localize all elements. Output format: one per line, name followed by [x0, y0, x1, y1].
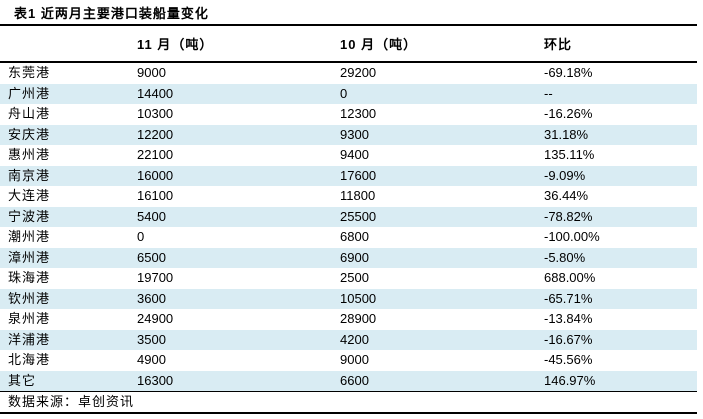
- port-name-cell: 惠州港: [8, 147, 51, 162]
- mom-change-cell: 146.97%: [544, 372, 596, 388]
- october-value-cell: 28900: [340, 311, 377, 326]
- ports-table: 11 月（吨） 10 月（吨） 环比 东莞港 9000 29200 -69.18% 广州…: [0, 26, 697, 391]
- mom-change-cell: -9.09%: [544, 167, 586, 183]
- november-value-cell: 10300: [137, 106, 174, 121]
- port-name-cell: 宁波港: [8, 208, 51, 224]
- mom-change-cell: -5.80%: [544, 249, 586, 265]
- mom-change-cell: --: [544, 85, 553, 101]
- mom-change-cell: 135.11%: [544, 147, 595, 162]
- mom-change-cell: -78.82%: [544, 208, 593, 224]
- november-value-cell: 9000: [137, 65, 166, 80]
- november-value-cell: 16000: [137, 167, 174, 183]
- header-november-tons: 11 月（吨）: [137, 26, 340, 63]
- table-row: 惠州港 22100 9400 135.11%: [0, 145, 697, 166]
- table-row: 宁波港 5400 25500 -78.82%: [0, 206, 697, 227]
- port-name-cell: 广州港: [8, 85, 51, 101]
- november-value-cell: 6500: [137, 249, 166, 265]
- november-value-cell: 16100: [137, 188, 174, 203]
- october-value-cell: 9300: [340, 126, 369, 142]
- november-value-cell: 14400: [137, 85, 174, 101]
- header-month-over-month: 环比: [544, 26, 697, 63]
- mom-change-cell: -13.84%: [544, 311, 593, 326]
- november-value-cell: 5400: [137, 208, 166, 224]
- october-value-cell: 29200: [340, 65, 377, 80]
- table-row: 大连港 16100 11800 36.44%: [0, 186, 697, 207]
- november-value-cell: 24900: [137, 311, 174, 326]
- october-value-cell: 0: [340, 85, 348, 101]
- table-row: 北海港 4900 9000 -45.56%: [0, 350, 697, 371]
- table-row: 泉州港 24900 28900 -13.84%: [0, 309, 697, 330]
- table-title: 表1 近两月主要港口装船量变化: [0, 0, 697, 26]
- port-name-cell: 东莞港: [8, 65, 51, 80]
- november-value-cell: 19700: [137, 270, 174, 285]
- october-value-cell: 2500: [340, 270, 369, 285]
- table-row: 珠海港 19700 2500 688.00%: [0, 268, 697, 289]
- october-value-cell: 4200: [340, 331, 369, 347]
- november-value-cell: 0: [137, 229, 145, 244]
- october-value-cell: 10500: [340, 290, 377, 306]
- ports-table-container: 表1 近两月主要港口装船量变化 11 月（吨） 10 月（吨） 环比 东莞港 90…: [0, 0, 697, 414]
- port-name-cell: 大连港: [8, 188, 51, 203]
- october-value-cell: 25500: [340, 208, 377, 224]
- november-value-cell: 22100: [137, 147, 174, 162]
- table-row: 安庆港 12200 9300 31.18%: [0, 124, 697, 145]
- november-value-cell: 12200: [137, 126, 174, 142]
- november-value-cell: 16300: [137, 372, 174, 388]
- table-row: 漳州港 6500 6900 -5.80%: [0, 247, 697, 268]
- october-value-cell: 17600: [340, 167, 377, 183]
- november-value-cell: 4900: [137, 352, 166, 367]
- table-row: 广州港 14400 0 --: [0, 83, 697, 104]
- mom-change-cell: -69.18%: [544, 65, 593, 80]
- port-name-cell: 南京港: [8, 167, 51, 183]
- table-header: 11 月（吨） 10 月（吨） 环比: [0, 26, 697, 63]
- mom-change-cell: -45.56%: [544, 352, 593, 367]
- port-name-cell: 珠海港: [8, 270, 51, 285]
- mom-change-cell: -65.71%: [544, 290, 593, 306]
- october-value-cell: 9400: [340, 147, 369, 162]
- port-name-cell: 安庆港: [8, 126, 51, 142]
- port-name-cell: 钦州港: [8, 290, 51, 306]
- port-name-cell: 舟山港: [8, 106, 51, 121]
- table-row: 南京港 16000 17600 -9.09%: [0, 165, 697, 186]
- port-name-cell: 潮州港: [8, 229, 51, 244]
- mom-change-cell: 688.00%: [544, 270, 596, 285]
- table-body: 东莞港 9000 29200 -69.18% 广州港 14400 0 -- 舟山港 10300 12…: [0, 62, 697, 391]
- table-row: 舟山港 10300 12300 -16.26%: [0, 104, 697, 125]
- october-value-cell: 6900: [340, 249, 369, 265]
- november-value-cell: 3600: [137, 290, 166, 306]
- table-row: 其它 16300 6600 146.97%: [0, 370, 697, 391]
- port-name-cell: 漳州港: [8, 249, 51, 265]
- port-name-cell: 洋浦港: [8, 331, 51, 347]
- table-row: 钦州港 3600 10500 -65.71%: [0, 288, 697, 309]
- mom-change-cell: -16.67%: [544, 331, 593, 347]
- october-value-cell: 11800: [340, 188, 376, 203]
- header-october-tons: 10 月（吨）: [340, 26, 544, 63]
- port-name-cell: 泉州港: [8, 311, 51, 326]
- port-name-cell: 北海港: [8, 352, 51, 367]
- port-name-cell: 其它: [8, 372, 37, 388]
- october-value-cell: 9000: [340, 352, 369, 367]
- november-value-cell: 3500: [137, 331, 166, 347]
- header-port: [0, 26, 137, 63]
- october-value-cell: 6800: [340, 229, 369, 244]
- mom-change-cell: 36.44%: [544, 188, 589, 203]
- october-value-cell: 12300: [340, 106, 377, 121]
- header-row: 11 月（吨） 10 月（吨） 环比: [0, 26, 697, 63]
- table-row: 洋浦港 3500 4200 -16.67%: [0, 329, 697, 350]
- mom-change-cell: -16.26%: [544, 106, 593, 121]
- data-source-note: 数据来源：卓创资讯: [0, 391, 697, 414]
- mom-change-cell: 31.18%: [544, 126, 589, 142]
- table-row: 潮州港 0 6800 -100.00%: [0, 227, 697, 248]
- mom-change-cell: -100.00%: [544, 229, 600, 244]
- table-row: 东莞港 9000 29200 -69.18%: [0, 62, 697, 84]
- october-value-cell: 6600: [340, 372, 369, 388]
